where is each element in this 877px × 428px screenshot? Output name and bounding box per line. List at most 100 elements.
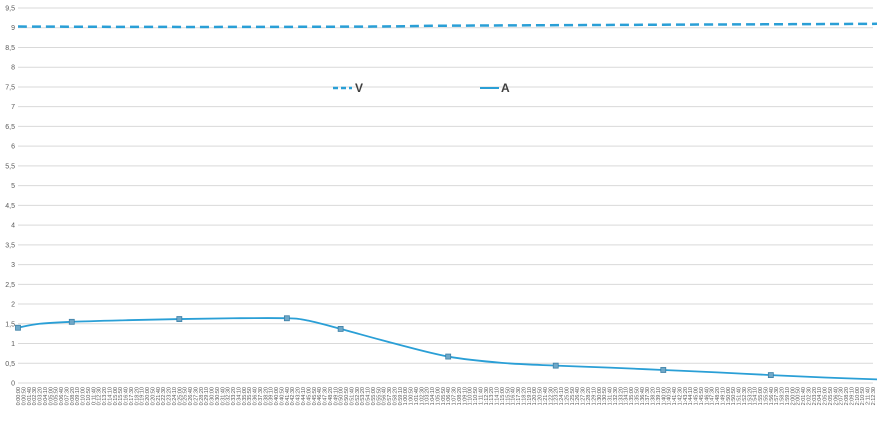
x-tick-label: 1:29:10: [591, 387, 597, 405]
x-tick-label: 1:22:30: [548, 387, 554, 405]
x-tick-label: 0:49:10: [333, 387, 339, 405]
x-tick-label: 0:32:30: [226, 387, 232, 405]
x-tick-label: 1:12:30: [484, 387, 490, 405]
x-tick-label: 0:10:50: [86, 387, 92, 405]
y-axis-ticks: 0 0,5 1 1,5 2 2,5 3 3,5 4 4,5 5 5,5 6 6,5 7 7,5 8 8,5 9 9,5: [5, 6, 15, 388]
x-tick-label: 0:35:50: [247, 387, 253, 405]
x-tick-label: 1:25:50: [570, 387, 576, 405]
x-tick-label: 1:57:30: [774, 387, 780, 405]
x-tick-label: 0:17:30: [129, 387, 135, 405]
y-tick-label: 6,5: [5, 124, 15, 131]
data-point-a: [445, 353, 452, 360]
x-tick-label: 0:24:10: [172, 387, 178, 405]
x-tick-label: 0:20:00: [145, 387, 151, 405]
x-tick-label: 1:37:30: [645, 387, 651, 405]
y-tick-label: 9: [11, 25, 15, 32]
y-tick-label: 0: [11, 381, 15, 388]
x-tick-label: 0:07:30: [64, 387, 70, 405]
x-tick-label: 0:45:50: [312, 387, 318, 405]
x-tick-label: 0:37:30: [258, 387, 264, 405]
x-tick-label: 1:41:40: [672, 387, 678, 405]
y-tick-label: 6: [11, 144, 15, 151]
x-tick-label: 1:18:20: [521, 387, 527, 405]
x-tick-label: 1:03:20: [425, 387, 431, 405]
y-tick-label: 2: [11, 302, 15, 309]
x-tick-label: 1:11:40: [478, 387, 484, 405]
gridlines: [18, 7, 873, 384]
data-point-a: [660, 367, 667, 373]
x-tick-label: 0:50:50: [344, 387, 350, 405]
x-tick-label: 0:05:50: [54, 387, 60, 405]
x-tick-label: 0:01:40: [27, 387, 33, 405]
x-tick-label: 1:32:30: [613, 387, 619, 405]
x-tick-label: 1:45:50: [699, 387, 705, 405]
x-tick-label: 0:27:30: [193, 387, 199, 405]
x-tick-label: 0:30:50: [215, 387, 221, 405]
legend-label-v: V: [355, 81, 363, 95]
y-tick-label: 1,5: [5, 321, 15, 328]
data-point-a: [15, 324, 21, 331]
x-tick-label: 0:20:50: [150, 387, 156, 405]
x-tick-label: 0:39:10: [269, 387, 275, 405]
x-tick-label: 1:34:10: [624, 387, 630, 405]
y-tick-label: 7: [11, 104, 15, 111]
x-tick-label: 1:30:00: [597, 387, 603, 405]
x-axis-ticks: 0:00:00 0:00:50 0:01:40 0:02:30 0:03:20 0:04:…: [16, 387, 877, 405]
x-tick-label: 0:18:20: [134, 387, 140, 405]
x-tick-label: 1:56:40: [769, 387, 775, 405]
x-tick-label: 1:05:00: [435, 387, 441, 405]
x-tick-label: 2:05:00: [823, 387, 829, 405]
x-tick-label: 0:33:20: [231, 387, 237, 405]
y-tick-label: 4,5: [5, 203, 15, 210]
x-tick-label: 1:35:50: [634, 387, 640, 405]
x-tick-label: 0:34:10: [236, 387, 242, 405]
x-tick-label: 2:07:30: [839, 387, 845, 405]
x-tick-label: 0:31:40: [220, 387, 226, 405]
x-tick-label: 0:40:00: [274, 387, 280, 405]
x-tick-label: 0:29:10: [204, 387, 210, 405]
x-tick-label: 1:24:10: [559, 387, 565, 405]
x-tick-label: 1:48:20: [715, 387, 721, 405]
x-tick-label: 0:51:40: [349, 387, 355, 405]
data-point-a: [552, 362, 559, 369]
x-tick-label: 1:33:20: [618, 387, 624, 405]
x-tick-label: 0:22:30: [161, 387, 167, 405]
x-tick-label: 1:26:40: [575, 387, 581, 405]
y-tick-label: 1: [11, 341, 15, 348]
x-tick-label: 0:03:20: [38, 387, 44, 405]
y-tick-label: 4: [11, 223, 15, 230]
x-tick-label: 0:10:00: [81, 387, 87, 405]
x-tick-label: 0:08:20: [70, 387, 76, 405]
x-tick-label: 1:31:40: [608, 387, 614, 405]
y-tick-label: 9,5: [5, 6, 15, 13]
x-tick-label: 1:23:20: [554, 387, 560, 405]
x-tick-label: 1:30:50: [602, 387, 608, 405]
x-tick-label: 1:13:20: [489, 387, 495, 405]
x-tick-label: 1:02:30: [419, 387, 425, 405]
series-lines: [15, 22, 877, 381]
x-tick-label: 0:30:00: [210, 387, 216, 405]
x-tick-label: 1:09:10: [462, 387, 468, 405]
x-tick-label: 0:58:20: [392, 387, 398, 405]
x-tick-label: 1:53:20: [747, 387, 753, 405]
x-tick-label: 2:10:50: [860, 387, 866, 405]
x-tick-label: 0:28:20: [199, 387, 205, 405]
y-tick-label: 3: [11, 262, 15, 269]
x-tick-label: 1:15:00: [500, 387, 506, 405]
x-tick-label: 1:50:00: [726, 387, 732, 405]
x-tick-label: 1:45:00: [694, 387, 700, 405]
x-tick-label: 1:20:00: [532, 387, 538, 405]
x-tick-label: 1:51:40: [737, 387, 743, 405]
x-tick-label: 0:25:00: [177, 387, 183, 405]
x-tick-label: 2:08:20: [844, 387, 850, 405]
x-tick-label: 1:58:20: [780, 387, 786, 405]
x-tick-label: 1:10:50: [473, 387, 479, 405]
x-tick-label: 1:05:50: [441, 387, 447, 405]
x-tick-label: 1:40:00: [661, 387, 667, 405]
x-tick-label: 1:50:50: [731, 387, 737, 405]
x-tick-label: 1:16:40: [511, 387, 517, 405]
legend-label-a: A: [501, 81, 510, 95]
x-tick-label: 0:42:30: [290, 387, 296, 405]
x-tick-label: 0:45:00: [306, 387, 312, 405]
x-tick-label: 0:56:40: [382, 387, 388, 405]
